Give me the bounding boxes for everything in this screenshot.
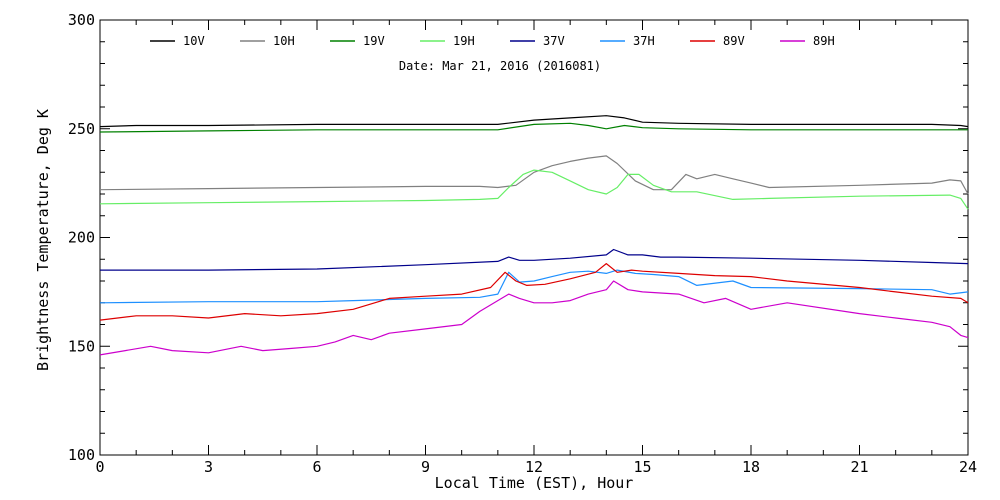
x-tick-label: 0 <box>95 458 104 476</box>
y-tick-label: 150 <box>68 337 95 355</box>
series-lines <box>99 115 969 356</box>
x-axis-label: Local Time (EST), Hour <box>435 474 634 492</box>
series-line-10v <box>99 115 969 128</box>
x-tick-label: 9 <box>421 458 430 476</box>
tick-marks <box>99 19 969 456</box>
x-tick-label: 6 <box>312 458 321 476</box>
legend-label-89h: 89H <box>813 34 835 48</box>
series-line-10h <box>99 155 969 195</box>
y-tick-label: 200 <box>68 229 95 247</box>
y-axis-label: Brightness Temperature, Deg K <box>34 109 52 371</box>
legend-label-37v: 37V <box>543 34 565 48</box>
legend-label-19h: 19H <box>453 34 475 48</box>
series-line-89v <box>99 263 969 321</box>
legend-label-19v: 19V <box>363 34 385 48</box>
legend: 10V 10H 19V 19H 37V 37H 89V 89H <box>150 34 835 48</box>
legend-label-10v: 10V <box>183 34 205 48</box>
series-line-19h <box>99 169 969 210</box>
legend-label-89v: 89V <box>723 34 745 48</box>
x-tick-label: 15 <box>633 458 651 476</box>
series-line-37v <box>100 248 969 271</box>
x-tick-label: 21 <box>850 458 868 476</box>
legend-label-10h: 10H <box>273 34 295 48</box>
series-line-89h <box>99 280 969 356</box>
legend-label-37h: 37H <box>633 34 655 48</box>
y-tick-label: 100 <box>68 446 95 464</box>
x-tick-label: 3 <box>204 458 213 476</box>
y-tick-label: 250 <box>68 120 95 138</box>
tick-labels: 0 3 6 9 12 15 18 21 24 100 150 200 250 300 <box>68 11 977 476</box>
y-tick-label: 300 <box>68 11 95 29</box>
series-line-37h <box>99 269 969 304</box>
x-tick-label: 18 <box>742 458 760 476</box>
x-tick-label: 24 <box>959 458 977 476</box>
date-annotation: Date: Mar 21, 2016 (2016081) <box>399 59 601 73</box>
series-line-19v <box>99 122 968 133</box>
x-tick-label: 12 <box>525 458 543 476</box>
plot-frame <box>99 19 969 456</box>
